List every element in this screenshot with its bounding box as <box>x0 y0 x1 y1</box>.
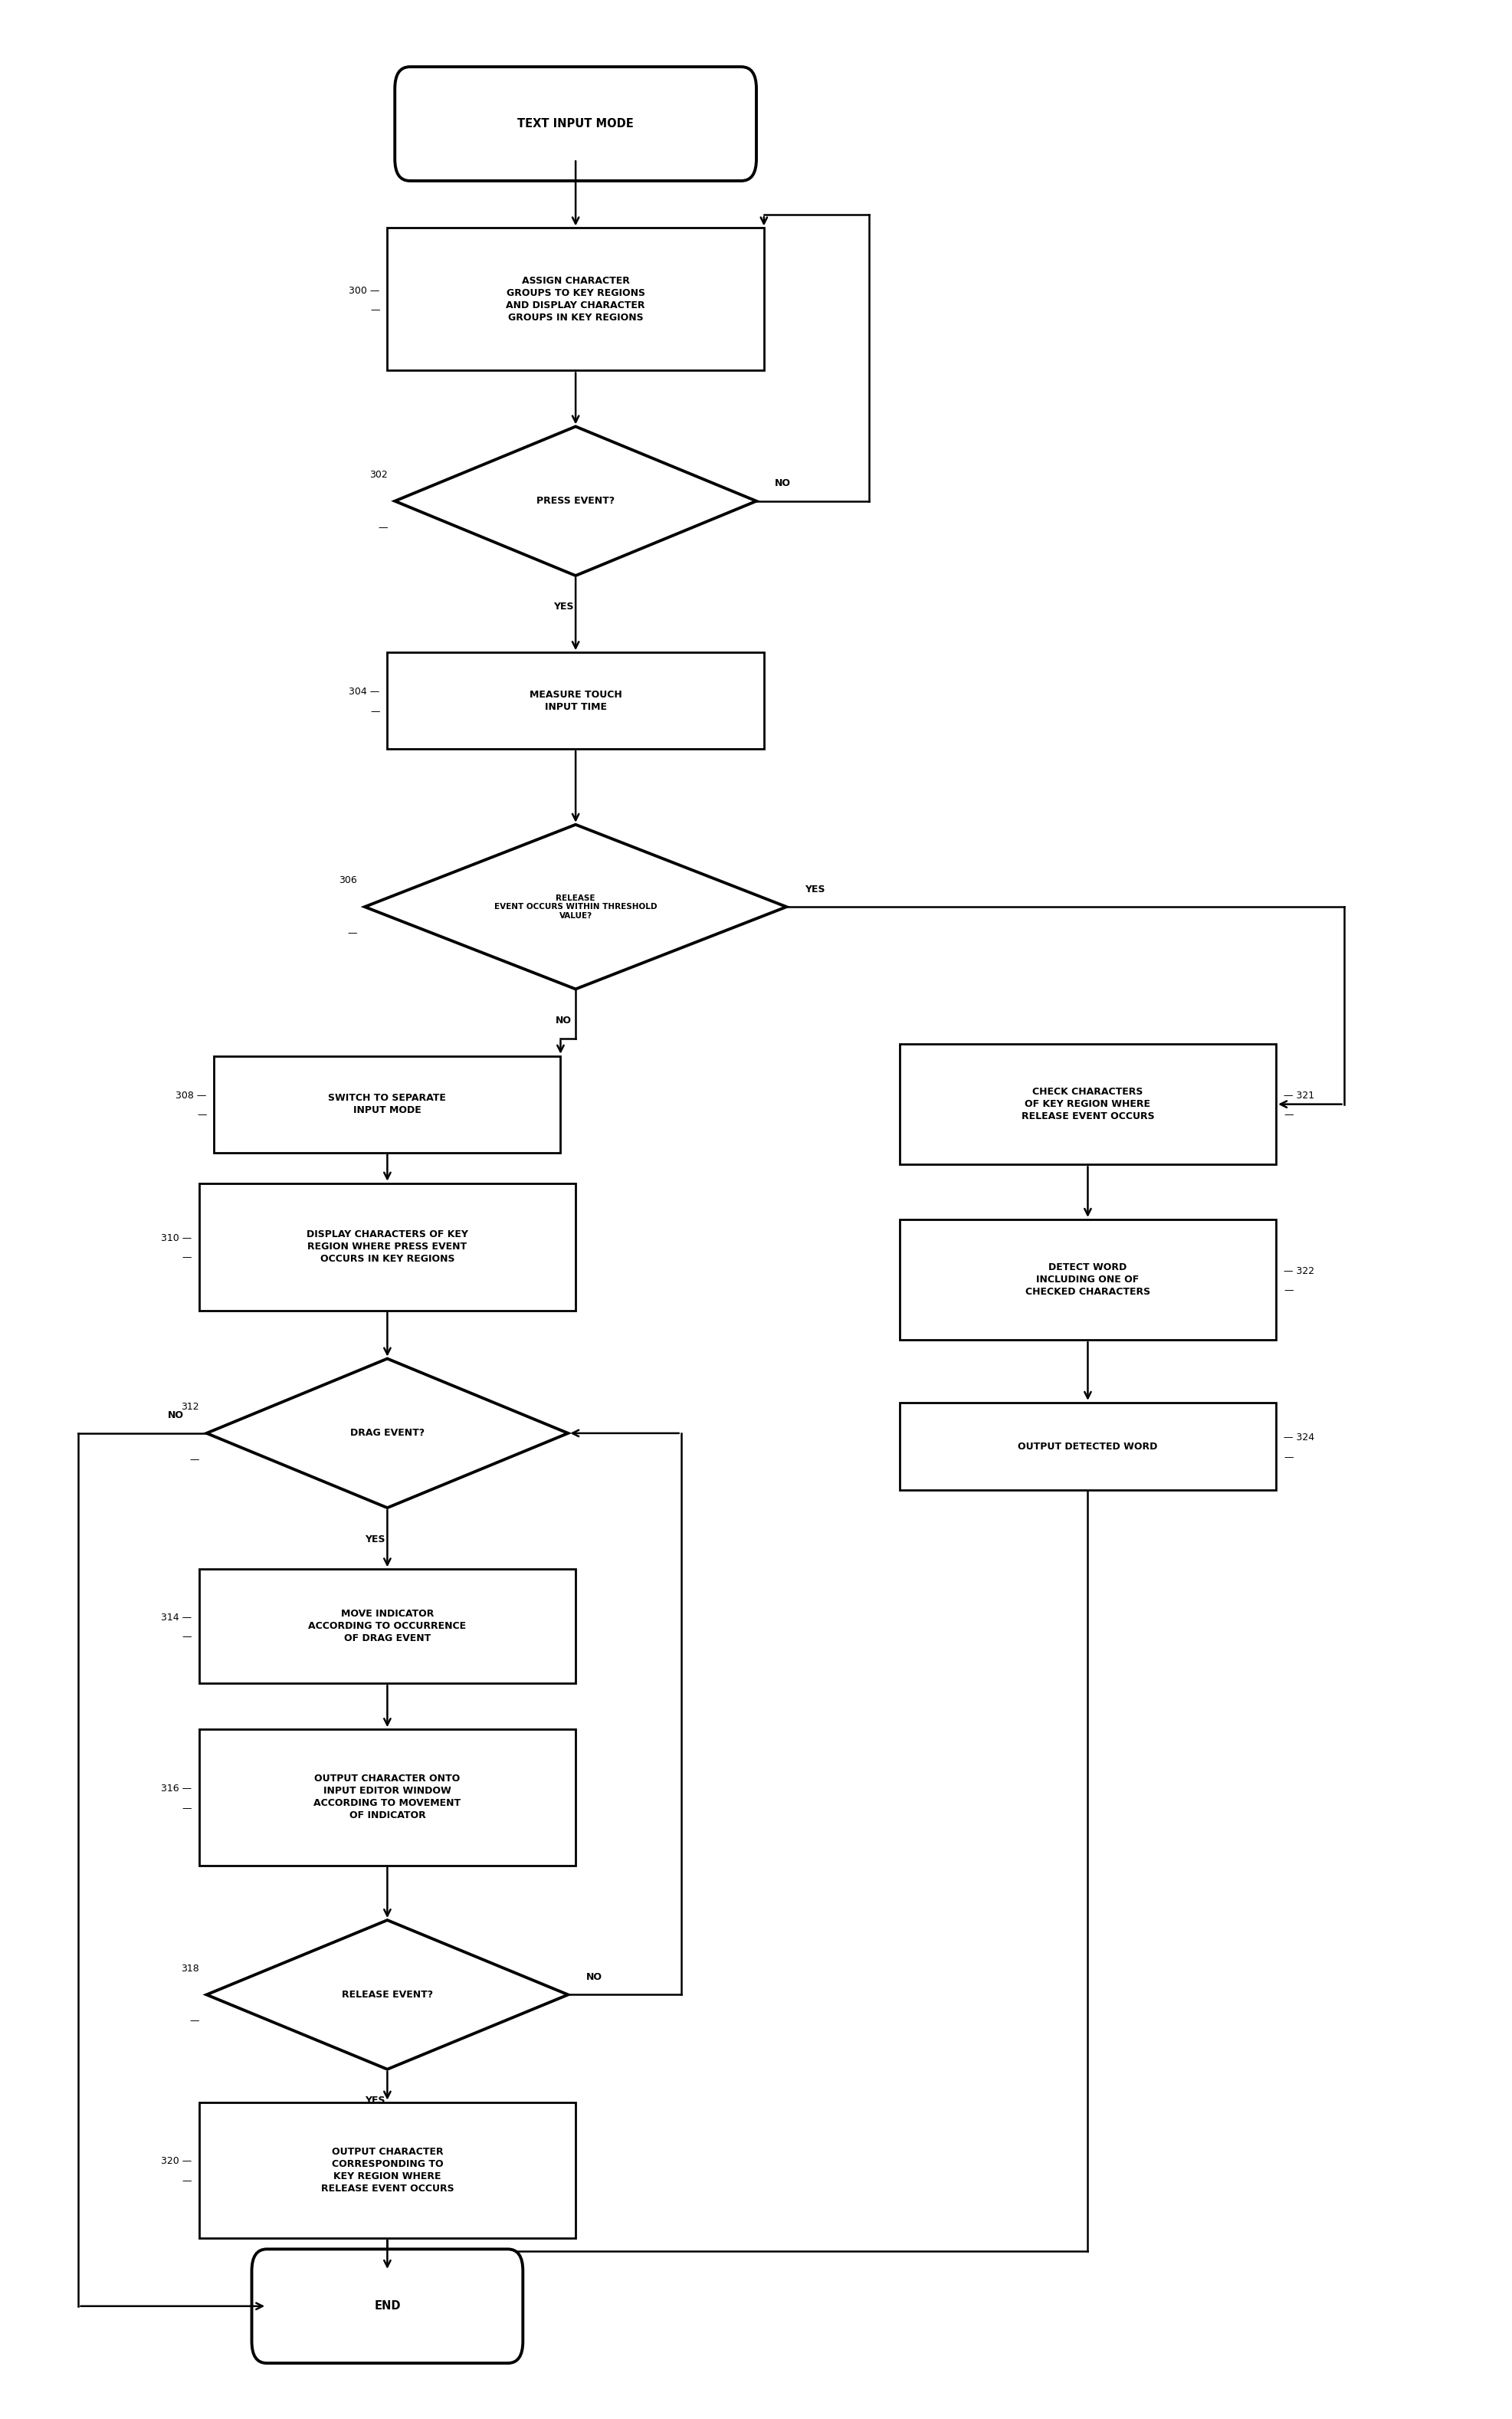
Text: —: — <box>181 2177 192 2187</box>
Text: YES: YES <box>804 885 824 895</box>
Text: YES: YES <box>364 2095 386 2105</box>
Text: PRESS EVENT?: PRESS EVENT? <box>537 496 614 506</box>
Text: NO: NO <box>585 1971 602 1981</box>
Bar <box>200 1730 576 1865</box>
Text: —: — <box>181 1802 192 1814</box>
Text: 318: 318 <box>181 1964 200 1974</box>
Text: MEASURE TOUCH
INPUT TIME: MEASURE TOUCH INPUT TIME <box>529 689 621 711</box>
Polygon shape <box>207 1921 569 2068</box>
Text: — 322: — 322 <box>1284 1265 1314 1275</box>
Text: 314 —: 314 — <box>160 1613 192 1623</box>
Text: DETECT WORD
INCLUDING ONE OF
CHECKED CHARACTERS: DETECT WORD INCLUDING ONE OF CHECKED CHA… <box>1025 1263 1149 1297</box>
FancyBboxPatch shape <box>395 68 756 181</box>
Text: —: — <box>181 1633 192 1643</box>
Polygon shape <box>395 426 756 576</box>
Text: NO: NO <box>168 1410 184 1420</box>
Text: — 324: — 324 <box>1284 1432 1314 1442</box>
Polygon shape <box>207 1359 569 1507</box>
Bar <box>900 1219 1276 1340</box>
Bar <box>900 1045 1276 1164</box>
Text: 304 —: 304 — <box>349 687 380 697</box>
Text: 302: 302 <box>369 469 387 479</box>
Text: —: — <box>1284 1451 1293 1463</box>
Text: 310 —: 310 — <box>160 1234 192 1243</box>
Text: OUTPUT CHARACTER ONTO
INPUT EDITOR WINDOW
ACCORDING TO MOVEMENT
OF INDICATOR: OUTPUT CHARACTER ONTO INPUT EDITOR WINDO… <box>313 1773 461 1822</box>
Text: —: — <box>1284 1284 1293 1297</box>
Bar <box>387 653 764 750</box>
Text: 306: 306 <box>339 876 357 885</box>
Text: CHECK CHARACTERS
OF KEY REGION WHERE
RELEASE EVENT OCCURS: CHECK CHARACTERS OF KEY REGION WHERE REL… <box>1021 1086 1154 1122</box>
Bar <box>200 1570 576 1684</box>
Bar <box>215 1057 561 1151</box>
Text: —: — <box>348 929 357 939</box>
Text: OUTPUT CHARACTER
CORRESPONDING TO
KEY REGION WHERE
RELEASE EVENT OCCURS: OUTPUT CHARACTER CORRESPONDING TO KEY RE… <box>321 2146 454 2194</box>
Text: TEXT INPUT MODE: TEXT INPUT MODE <box>517 119 634 131</box>
Text: DISPLAY CHARACTERS OF KEY
REGION WHERE PRESS EVENT
OCCURS IN KEY REGIONS: DISPLAY CHARACTERS OF KEY REGION WHERE P… <box>307 1229 467 1265</box>
Text: 300 —: 300 — <box>349 285 380 295</box>
Text: SWITCH TO SEPARATE
INPUT MODE: SWITCH TO SEPARATE INPUT MODE <box>328 1093 446 1115</box>
Text: —: — <box>378 523 387 532</box>
Text: OUTPUT DETECTED WORD: OUTPUT DETECTED WORD <box>1018 1442 1157 1451</box>
Text: RELEASE
EVENT OCCURS WITHIN THRESHOLD
VALUE?: RELEASE EVENT OCCURS WITHIN THRESHOLD VA… <box>494 895 656 919</box>
Text: DRAG EVENT?: DRAG EVENT? <box>349 1427 425 1439</box>
Text: ASSIGN CHARACTER
GROUPS TO KEY REGIONS
AND DISPLAY CHARACTER
GROUPS IN KEY REGIO: ASSIGN CHARACTER GROUPS TO KEY REGIONS A… <box>507 276 644 322</box>
Text: NO: NO <box>555 1016 572 1026</box>
Text: 312: 312 <box>181 1403 200 1413</box>
Text: 316 —: 316 — <box>160 1783 192 1792</box>
Bar <box>200 2102 576 2238</box>
Text: 320 —: 320 — <box>160 2155 192 2167</box>
Text: —: — <box>370 305 380 314</box>
Polygon shape <box>364 825 786 989</box>
Bar <box>900 1403 1276 1490</box>
FancyBboxPatch shape <box>251 2250 523 2363</box>
Text: —: — <box>370 706 380 716</box>
Text: —: — <box>197 1110 207 1120</box>
Text: —: — <box>1284 1110 1293 1120</box>
Bar <box>387 227 764 370</box>
Bar <box>200 1183 576 1311</box>
Text: —: — <box>181 1253 192 1263</box>
Text: —: — <box>189 1454 200 1463</box>
Text: END: END <box>373 2300 401 2313</box>
Text: YES: YES <box>364 1534 386 1543</box>
Text: NO: NO <box>774 479 791 489</box>
Text: 308 —: 308 — <box>175 1091 207 1101</box>
Text: MOVE INDICATOR
ACCORDING TO OCCURRENCE
OF DRAG EVENT: MOVE INDICATOR ACCORDING TO OCCURRENCE O… <box>308 1609 466 1643</box>
Text: YES: YES <box>553 602 573 612</box>
Text: —: — <box>189 2015 200 2027</box>
Text: RELEASE EVENT?: RELEASE EVENT? <box>342 1991 432 2001</box>
Text: — 321: — 321 <box>1284 1091 1314 1101</box>
